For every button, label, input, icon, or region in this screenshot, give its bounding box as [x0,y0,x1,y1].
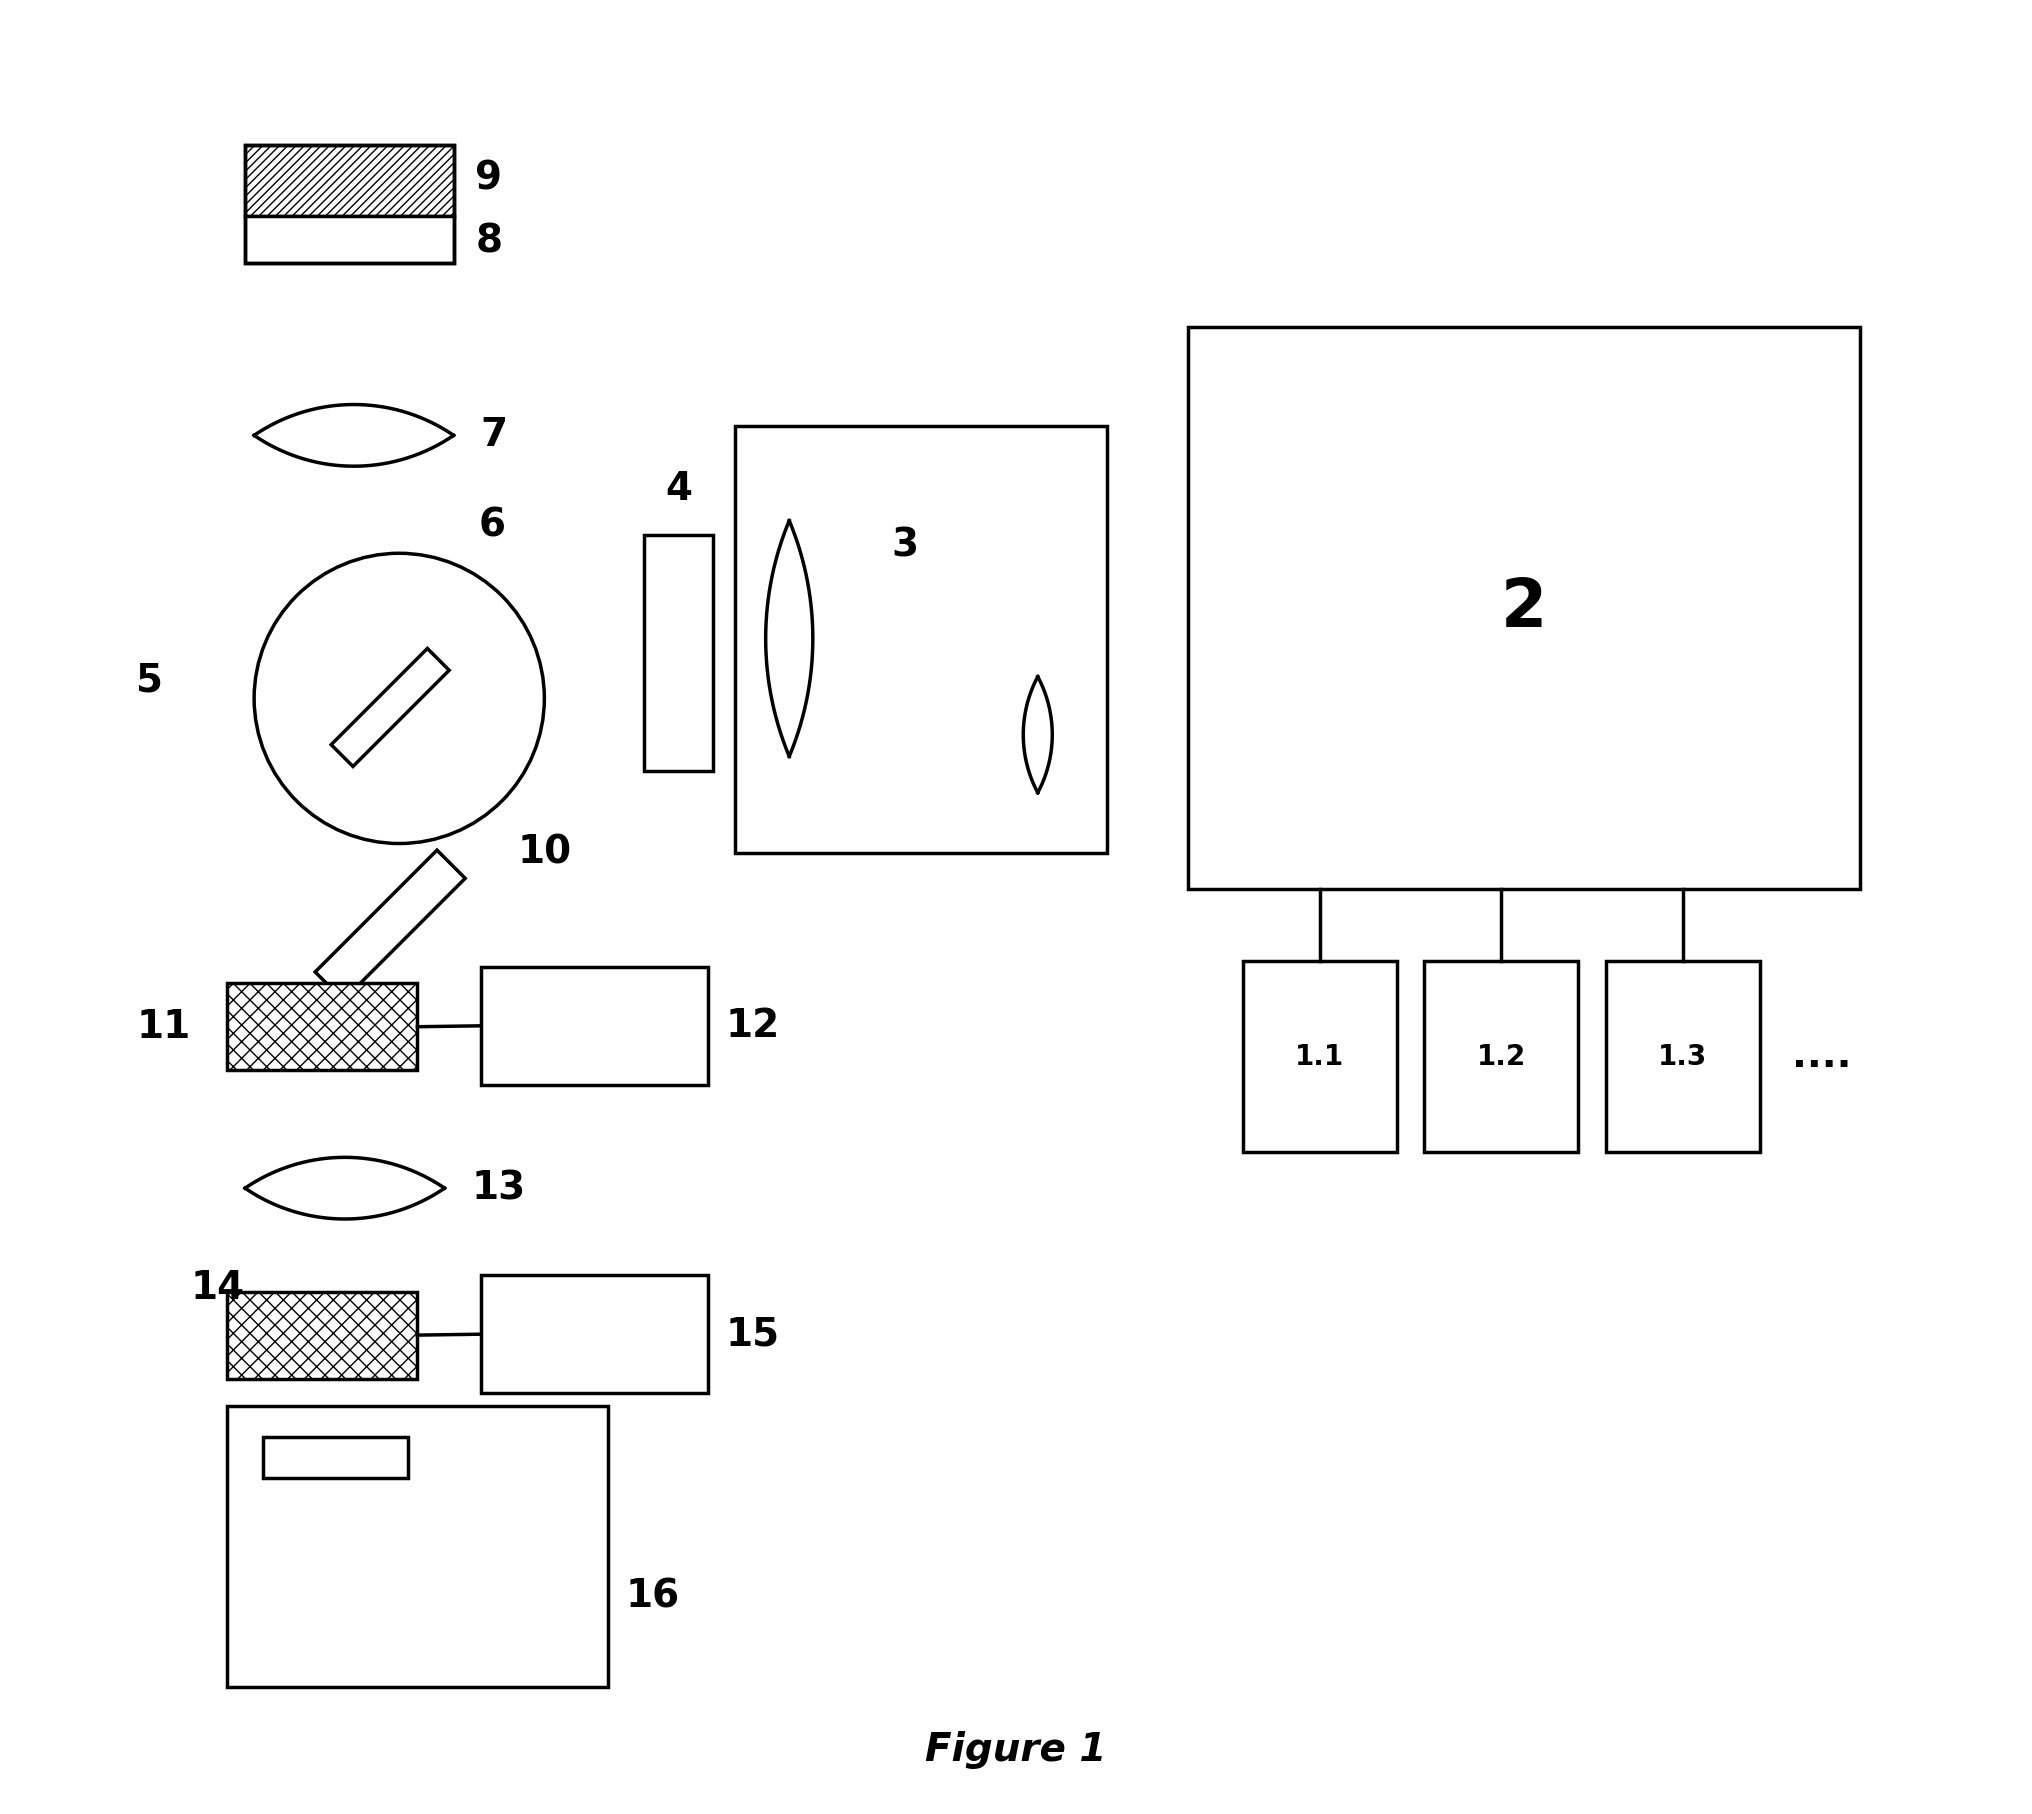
Bar [1189,327,1859,889]
Bar [736,426,1107,853]
Bar [246,145,453,263]
Bar [482,967,707,1085]
Polygon shape [331,648,449,767]
Text: 2: 2 [1502,575,1546,640]
Text: 5: 5 [136,662,163,698]
Text: 13: 13 [471,1170,526,1206]
Text: 12: 12 [725,1007,780,1045]
Text: 9: 9 [475,160,502,198]
Bar [644,535,713,771]
Polygon shape [315,851,465,1000]
Bar [1244,961,1396,1152]
Text: 1.2: 1.2 [1477,1043,1526,1070]
Bar [482,1275,707,1393]
Text: 1.1: 1.1 [1294,1043,1345,1070]
Circle shape [254,553,545,844]
Bar [1605,961,1760,1152]
Text: 15: 15 [725,1315,780,1353]
Bar [246,145,453,216]
Text: ....: .... [1792,1038,1851,1074]
Text: 10: 10 [518,834,571,871]
Bar [264,1437,408,1478]
Text: 11: 11 [136,1009,191,1045]
Bar [228,1406,608,1687]
Text: 1.3: 1.3 [1658,1043,1707,1070]
Text: 3: 3 [890,526,918,564]
Text: 14: 14 [191,1270,244,1306]
Text: 6: 6 [480,506,506,544]
Bar [1424,961,1579,1152]
Text: Figure 1: Figure 1 [925,1731,1107,1769]
Bar [228,983,417,1070]
Text: 7: 7 [482,417,508,454]
Text: 16: 16 [626,1578,681,1614]
Text: 8: 8 [475,223,502,261]
Text: 4: 4 [664,470,693,508]
Bar [246,216,453,263]
Bar [228,1292,417,1379]
